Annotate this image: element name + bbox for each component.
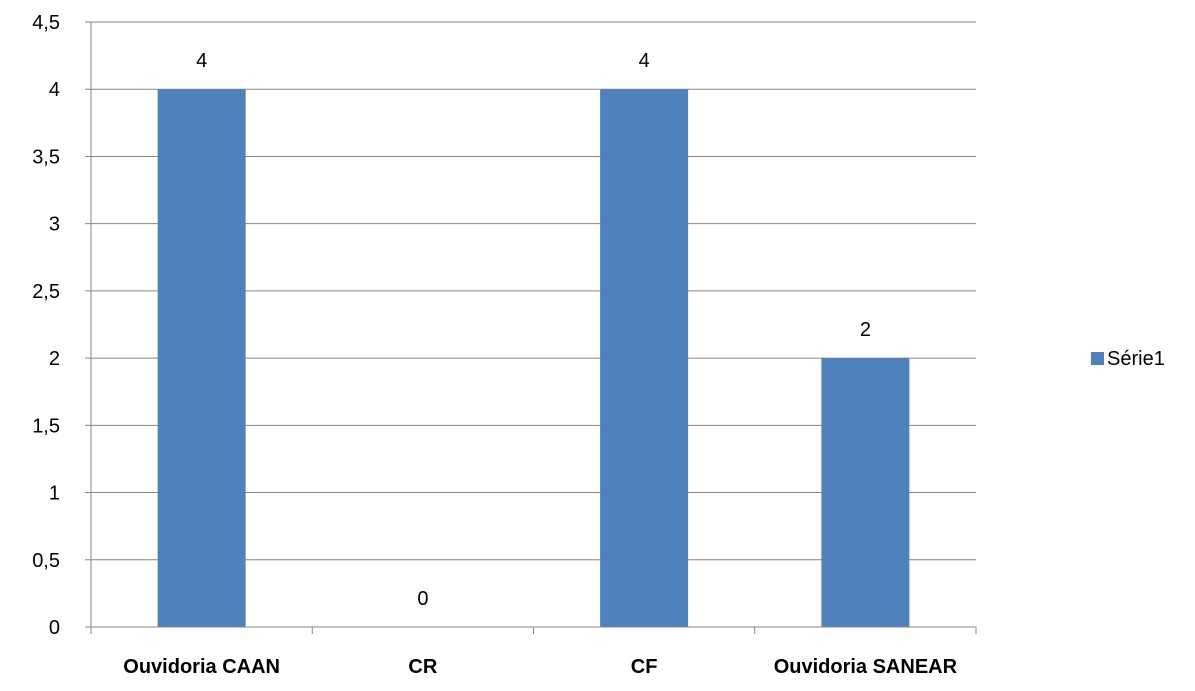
bars	[157, 89, 910, 627]
y-tick-label: 3,5	[32, 146, 60, 168]
x-category-label: CF	[631, 656, 658, 678]
y-tick-label: 2,5	[32, 281, 60, 303]
y-tick-label: 4,5	[32, 12, 60, 34]
x-category-label: Ouvidoria SANEAR	[774, 656, 958, 678]
y-tick-label: 4	[49, 79, 60, 101]
legend: Série1	[1091, 348, 1165, 370]
axes	[85, 21, 977, 634]
data-labels: 4 0 4 2	[196, 50, 871, 610]
y-tick-label: 3	[49, 214, 60, 236]
x-axis-category-labels: Ouvidoria CAAN CR CF Ouvidoria SANEAR	[123, 656, 957, 678]
data-label: 4	[196, 50, 207, 72]
y-tick-label: 0,5	[32, 550, 60, 572]
bar	[157, 89, 246, 627]
y-axis-tick-labels: 0 0,5 1 1,5 2 2,5 3 3,5 4 4,5	[32, 12, 60, 639]
legend-label: Série1	[1107, 348, 1165, 370]
y-tick-label: 1,5	[32, 415, 60, 437]
bar	[821, 358, 910, 627]
x-category-label: Ouvidoria CAAN	[123, 656, 280, 678]
legend-swatch	[1091, 352, 1104, 365]
data-label: 4	[639, 50, 650, 72]
y-tick-label: 2	[49, 348, 60, 370]
bar	[600, 89, 689, 627]
y-tick-label: 1	[49, 483, 60, 505]
y-tick-label: 0	[49, 617, 60, 639]
data-label: 0	[417, 588, 428, 610]
x-category-label: CR	[408, 656, 437, 678]
data-label: 2	[860, 319, 871, 341]
